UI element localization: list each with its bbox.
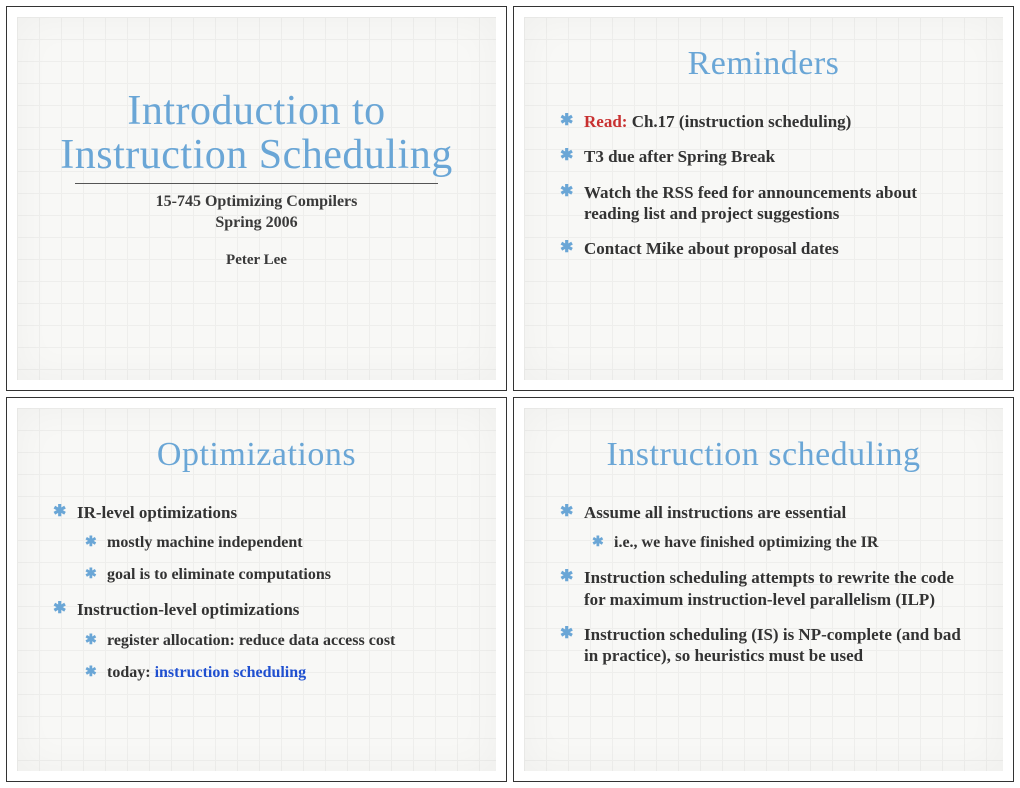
slide4-b1a: i.e., we have finished optimizing the IR [592,533,973,553]
slide2-title: Reminders [554,45,973,83]
slide4-title: Instruction scheduling [554,436,973,474]
slide2-b1: Read: Ch.17 (instruction scheduling) [560,111,973,132]
slide1-title: Introduction to Instruction Scheduling [47,89,466,177]
slide-4: Instruction scheduling Assume all instru… [524,408,1003,771]
slide4-bullets: Assume all instructions are essential i.… [554,502,973,666]
slide3-b1-text: IR-level optimizations [77,503,237,522]
slide3-b1b: goal is to eliminate computations [85,565,466,585]
slide2-b2: T3 due after Spring Break [560,146,973,167]
slide2-b1-prefix: Read: [584,112,627,131]
slide2-b4: Contact Mike about proposal dates [560,238,973,259]
slide-frame-1: Introduction to Instruction Scheduling 1… [6,6,507,391]
slide3-b1: IR-level optimizations mostly machine in… [53,502,466,585]
slide2-b1-rest: Ch.17 (instruction scheduling) [627,112,851,131]
slide3-b2b: today: instruction scheduling [85,663,466,683]
slide1-author: Peter Lee [47,252,466,269]
slide4-b2: Instruction scheduling attempts to rewri… [560,567,973,610]
slide4-b1: Assume all instructions are essential i.… [560,502,973,553]
slide-frame-4: Instruction scheduling Assume all instru… [513,397,1014,782]
slide1-course: 15-745 Optimizing Compilers [47,192,466,213]
slide-frame-3: Optimizations IR-level optimizations mos… [6,397,507,782]
slide3-b2: Instruction-level optimizations register… [53,599,466,682]
slide4-b1-text: Assume all instructions are essential [584,503,846,522]
slide2-bullets: Read: Ch.17 (instruction scheduling) T3 … [554,111,973,259]
slide3-b2a: register allocation: reduce data access … [85,631,466,651]
slide1-divider [75,183,438,184]
slide-3: Optimizations IR-level optimizations mos… [17,408,496,771]
slide3-bullets: IR-level optimizations mostly machine in… [47,502,466,683]
slide4-b3: Instruction scheduling (IS) is NP-comple… [560,624,973,667]
slide3-b2b-prefix: today: [107,664,155,681]
slide1-title-line1: Introduction to [127,88,385,134]
slide3-b2-text: Instruction-level optimizations [77,600,299,619]
slide3-b2b-highlight: instruction scheduling [155,664,307,681]
slide1-term: Spring 2006 [47,213,466,234]
slide3-b1a: mostly machine independent [85,533,466,553]
slide1-title-line2: Instruction Scheduling [60,132,452,178]
slide3-title: Optimizations [47,436,466,474]
slide-frame-2: Reminders Read: Ch.17 (instruction sched… [513,6,1014,391]
slide2-b3: Watch the RSS feed for announcements abo… [560,182,973,225]
slide-2: Reminders Read: Ch.17 (instruction sched… [524,17,1003,380]
slide-1: Introduction to Instruction Scheduling 1… [17,17,496,380]
